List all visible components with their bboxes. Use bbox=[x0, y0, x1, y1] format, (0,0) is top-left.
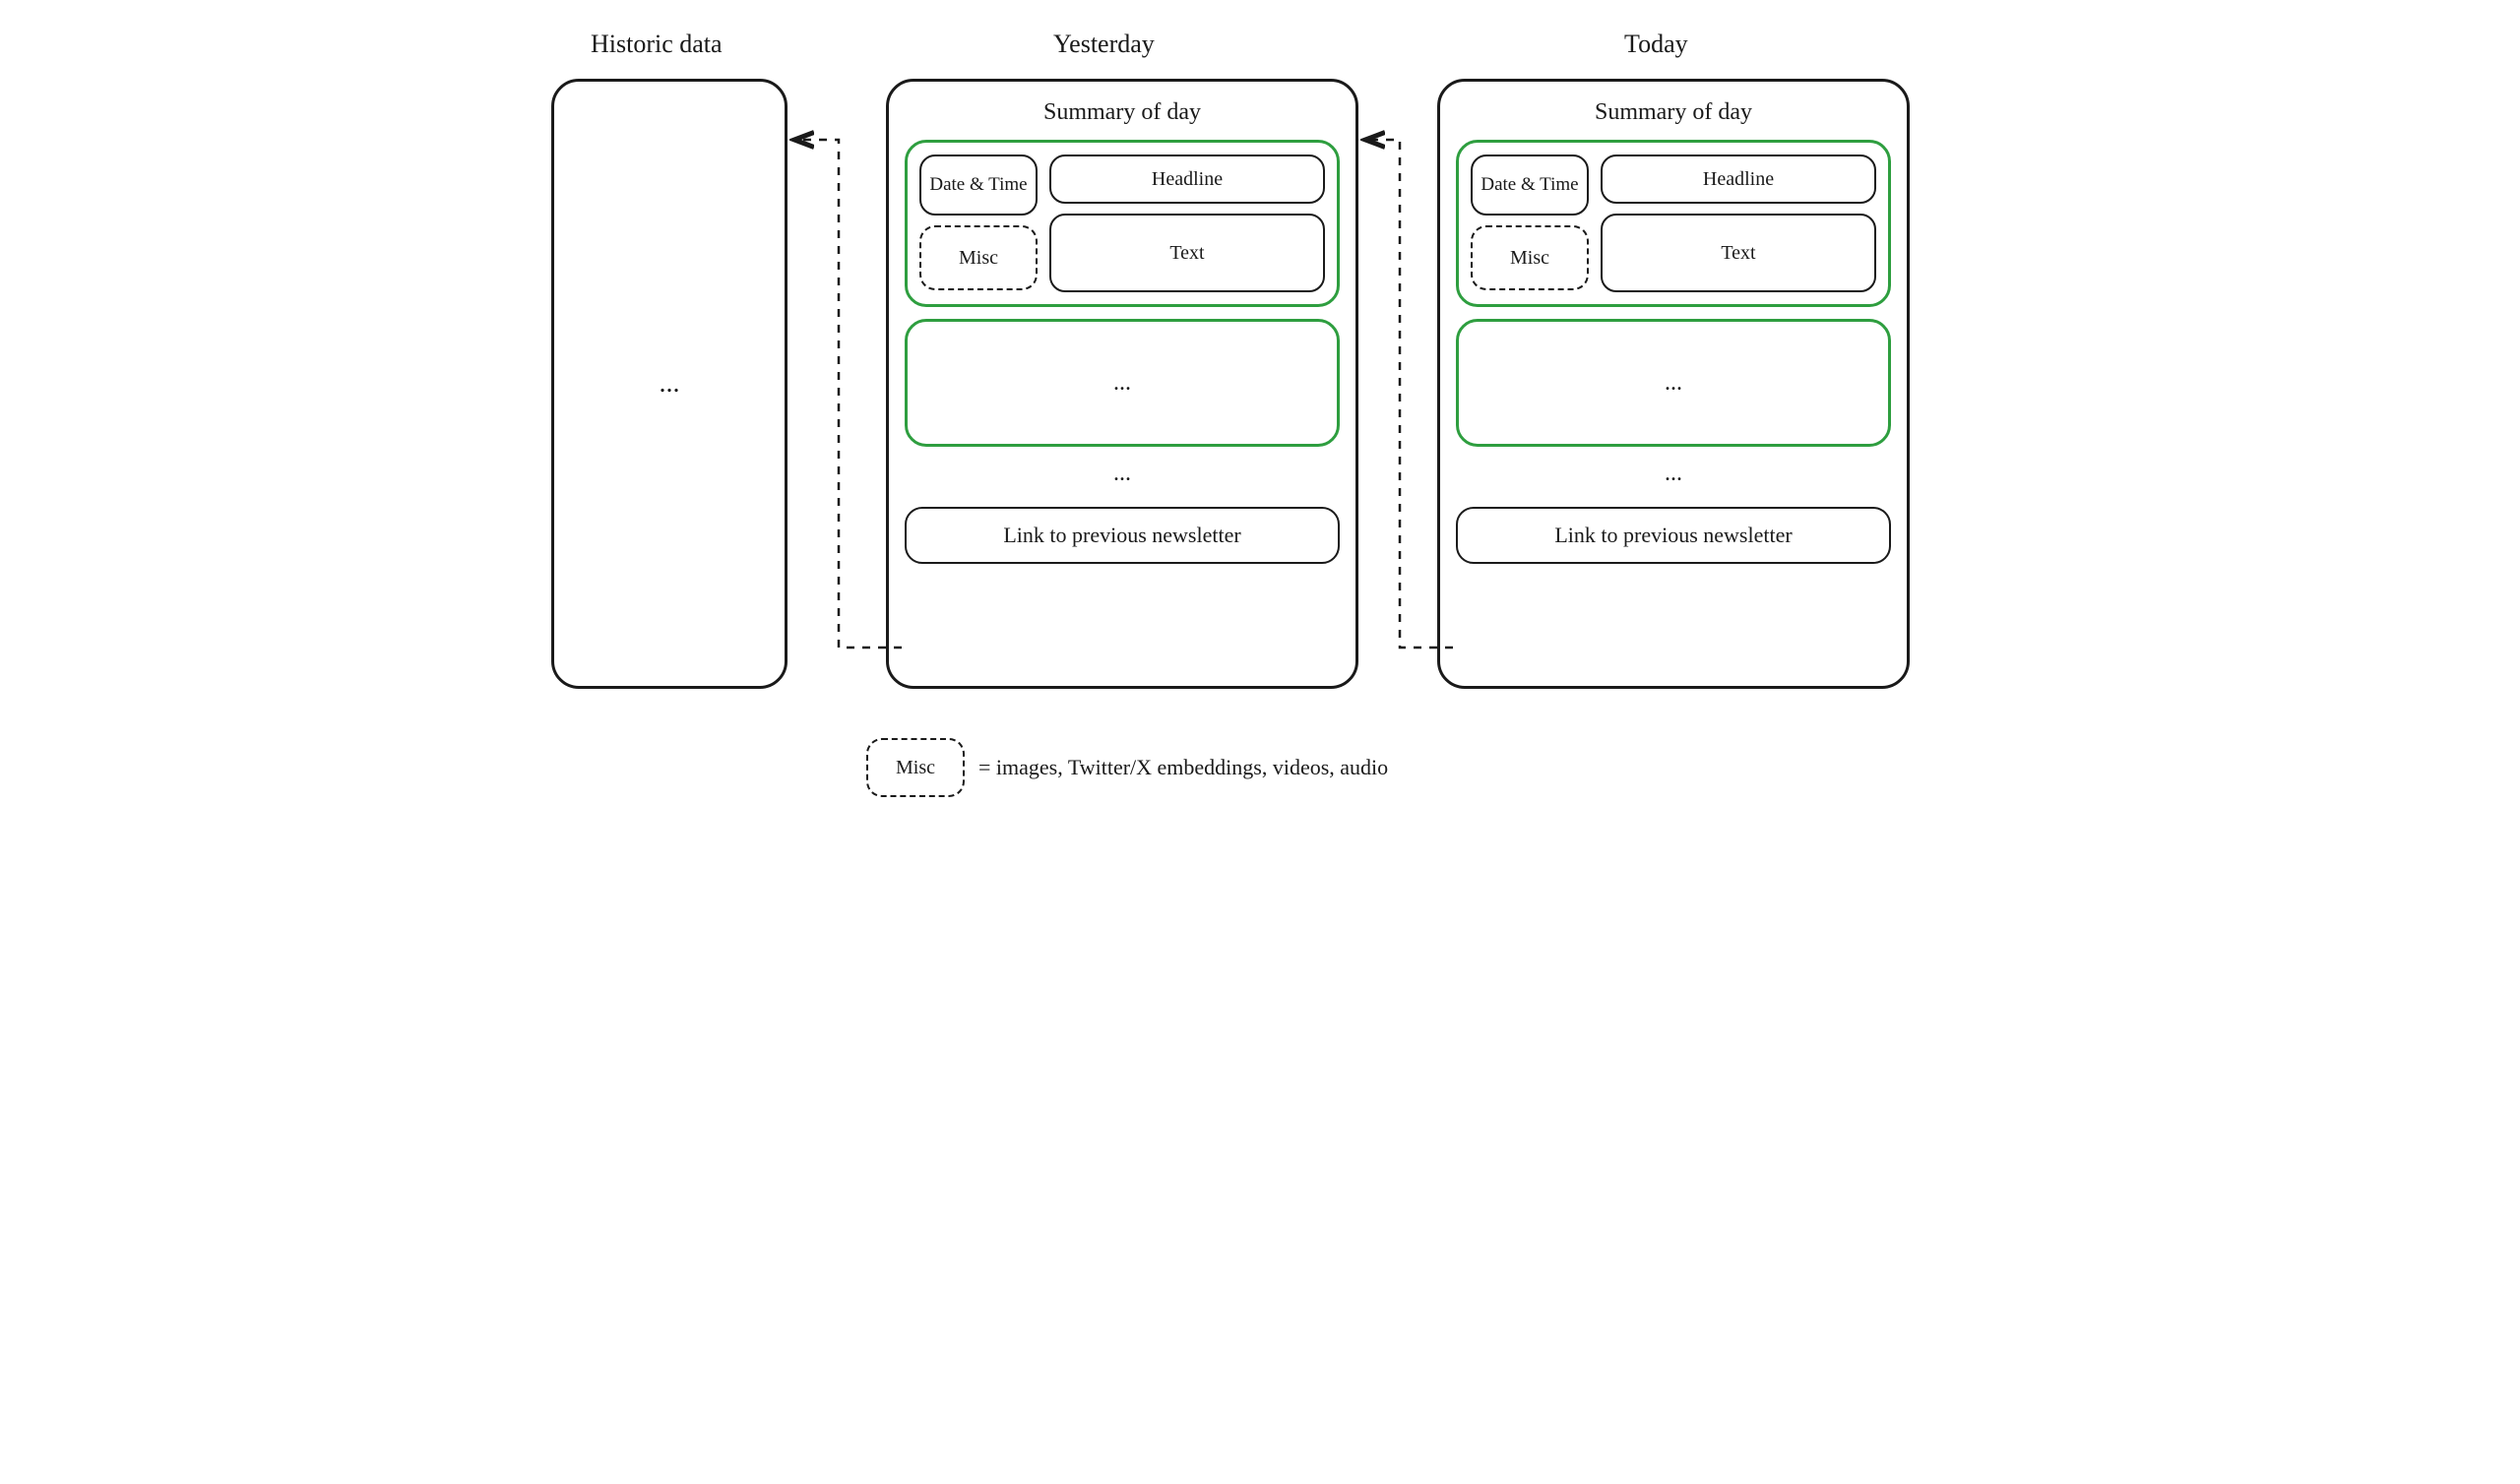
headline-box: Headline bbox=[1601, 155, 1876, 204]
diagram-canvas: Historic data Yesterday Today ... Summar… bbox=[532, 30, 1988, 817]
today-entry-ellipsis: ... bbox=[1456, 319, 1891, 447]
text-box: Text bbox=[1601, 214, 1876, 292]
legend: Misc = images, Twitter/X embeddings, vid… bbox=[866, 738, 1388, 797]
headline-box: Headline bbox=[1049, 155, 1325, 204]
legend-misc-box: Misc bbox=[866, 738, 965, 797]
yesterday-dots: ... bbox=[905, 461, 1340, 487]
text-box: Text bbox=[1049, 214, 1325, 292]
today-entry-box: Date & Time Misc Headline Text bbox=[1456, 140, 1891, 307]
yesterday-summary-label: Summary of day bbox=[905, 99, 1340, 126]
yesterday-title: Yesterday bbox=[1053, 30, 1155, 59]
today-summary-label: Summary of day bbox=[1456, 99, 1891, 126]
today-dots: ... bbox=[1456, 461, 1891, 487]
historic-title: Historic data bbox=[591, 30, 723, 59]
yesterday-panel: Summary of day Date & Time Misc Headline… bbox=[886, 79, 1358, 689]
misc-box: Misc bbox=[1471, 225, 1589, 290]
today-panel: Summary of day Date & Time Misc Headline… bbox=[1437, 79, 1910, 689]
today-title: Today bbox=[1624, 30, 1688, 59]
yesterday-link-box: Link to previous newsletter bbox=[905, 507, 1340, 564]
datetime-box: Date & Time bbox=[919, 155, 1038, 216]
legend-text: = images, Twitter/X embeddings, videos, … bbox=[978, 755, 1388, 780]
yesterday-entry-box: Date & Time Misc Headline Text bbox=[905, 140, 1340, 307]
misc-box: Misc bbox=[919, 225, 1038, 290]
historic-panel: ... bbox=[551, 79, 788, 689]
datetime-box: Date & Time bbox=[1471, 155, 1589, 216]
historic-ellipsis: ... bbox=[554, 82, 785, 686]
yesterday-entry-ellipsis: ... bbox=[905, 319, 1340, 447]
today-link-box: Link to previous newsletter bbox=[1456, 507, 1891, 564]
